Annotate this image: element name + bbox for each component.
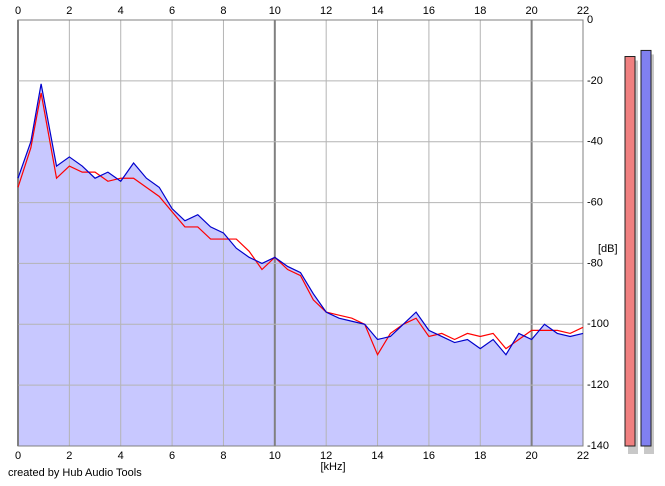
x-tick-label-bottom: 14 (371, 450, 383, 462)
x-tick-label-top: 12 (320, 5, 332, 17)
x-tick-label-top: 22 (577, 5, 589, 17)
footer: created by Hub Audio Tools (8, 467, 142, 479)
plot-border (17, 19, 584, 447)
x-tick-label-top: 10 (269, 5, 281, 17)
x-tick-label-top: 4 (118, 5, 124, 17)
x-tick-label-top: 0 (15, 5, 21, 17)
x-tick-label-bottom: 8 (220, 450, 226, 462)
level-meter (640, 49, 652, 447)
x-tick-label-bottom: 4 (118, 450, 124, 462)
x-tick-label-bottom: 22 (577, 450, 589, 462)
y-tick-label: -140 (587, 440, 609, 452)
x-tick-label-top: 20 (526, 5, 538, 17)
x-tick-label-top: 8 (220, 5, 226, 17)
x-tick-label-top: 6 (169, 5, 175, 17)
y-tick-label: -20 (587, 75, 603, 87)
x-tick-label-bottom: 18 (474, 450, 486, 462)
y-tick-label: 0 (587, 14, 593, 26)
level-meter (624, 56, 636, 447)
x-tick-label-top: 18 (474, 5, 486, 17)
y-tick-label: -80 (587, 257, 603, 269)
x-tick-label-top: 16 (423, 5, 435, 17)
y-tick-label: -120 (587, 379, 609, 391)
x-tick-label-bottom: 6 (169, 450, 175, 462)
x-tick-label-bottom: 20 (526, 450, 538, 462)
x-tick-label-bottom: 12 (320, 450, 332, 462)
x-tick-label-top: 14 (371, 5, 383, 17)
y-tick-label: -60 (587, 196, 603, 208)
spectrum-fill (18, 83, 583, 447)
spectrum-line (17, 83, 584, 356)
x-tick-label-bottom: 0 (15, 450, 21, 462)
x-axis-label: [kHz] (320, 461, 345, 473)
y-tick-label: -40 (587, 136, 603, 148)
x-tick-label-bottom: 2 (66, 450, 72, 462)
y-axis-label: [dB] (598, 243, 618, 255)
spectrum-line (17, 92, 584, 357)
x-tick-label-bottom: 16 (423, 450, 435, 462)
x-tick-label-top: 2 (66, 5, 72, 17)
y-tick-label: -100 (587, 318, 609, 330)
x-tick-label-bottom: 10 (269, 450, 281, 462)
